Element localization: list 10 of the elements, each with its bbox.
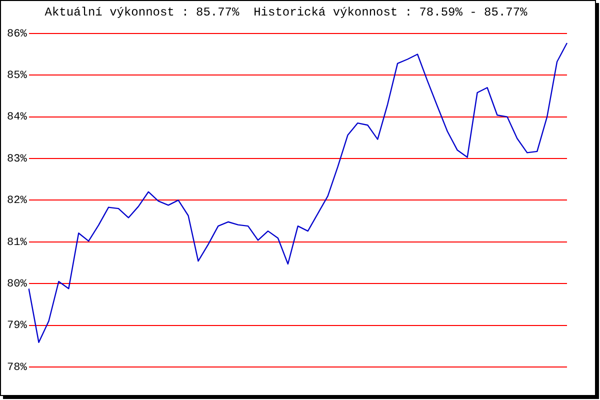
y-tick-label: 80%	[6, 278, 28, 291]
y-tick-label: 86%	[6, 28, 28, 40]
y-tick-label: 81%	[6, 236, 28, 249]
y-tick-label: 82%	[6, 195, 28, 208]
y-tick-label: 85%	[6, 70, 28, 82]
y-tick-label: 79%	[6, 320, 28, 332]
chart-title: Aktuální výkonnost : 85.77% Historická výkonnost : 78.59% - 85.77%	[44, 5, 528, 20]
y-tick-label: 84%	[6, 112, 28, 124]
y-tick-label: 78%	[6, 362, 28, 374]
y-tick-label: 83%	[6, 153, 28, 166]
